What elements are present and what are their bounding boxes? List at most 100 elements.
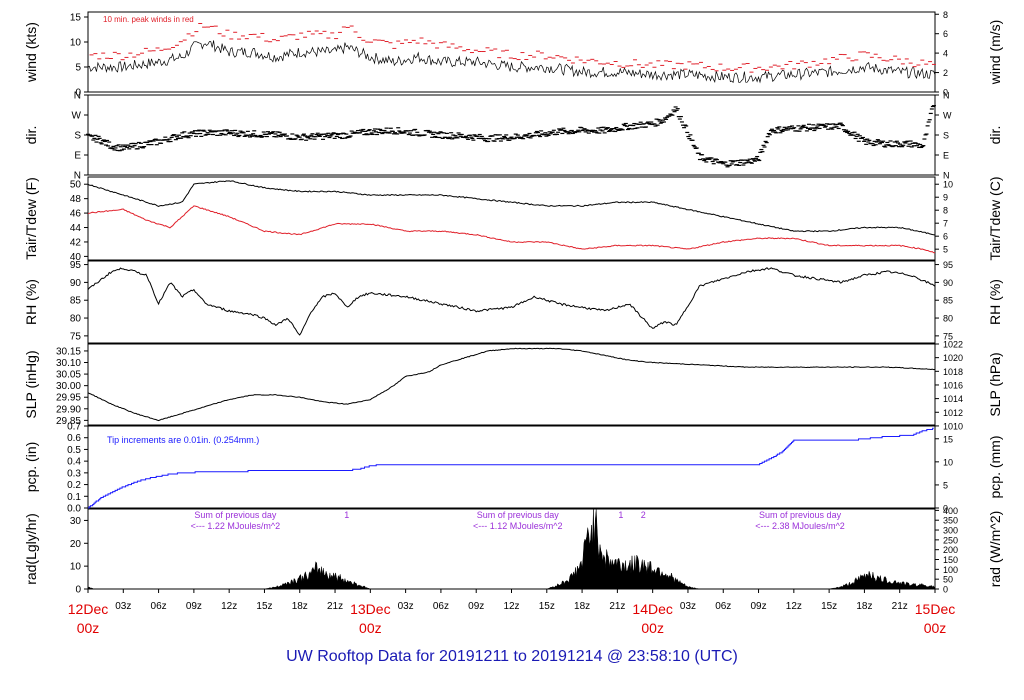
ytick-label-pcp: 0.2	[67, 480, 81, 491]
ytick-label-rh: 75	[70, 331, 82, 342]
xtick-label: 21z	[327, 601, 343, 612]
annotation-wind: 10 min. peak winds in red	[103, 15, 194, 24]
series-line-SLP	[87, 347, 936, 422]
ytick-label-pcp: 0.6	[67, 433, 81, 444]
xtick-label: 12z	[503, 601, 519, 612]
day-note-line2: <--- 1.22 MJoules/m^2	[191, 521, 281, 531]
y2tick-label-wind: 2	[943, 68, 948, 78]
day-note-line1: Sum of previous day	[759, 510, 842, 520]
y2tick-label-wind: 6	[943, 29, 948, 39]
series-line-pcp	[88, 427, 934, 509]
xtick-label: 18z	[856, 601, 872, 612]
y2tick-label-temp: 10	[943, 180, 953, 190]
ytick-label-temp: 42	[70, 237, 82, 248]
panel-frame-pcp	[87, 425, 936, 509]
ytick-label-pcp: 0.7	[67, 422, 81, 433]
series-line-wind	[87, 40, 936, 84]
panel-frame-wind	[87, 11, 936, 93]
ytick-label-slp: 29.95	[56, 393, 81, 404]
y2tick-label-pcp: 5	[943, 480, 948, 490]
ytick-label-slp: 29.90	[56, 404, 81, 415]
ytick-label-wind: 10	[70, 38, 82, 49]
day-note-line1: Sum of previous day	[194, 510, 277, 520]
day-note-line2: <--- 2.38 MJoules/m^2	[755, 521, 845, 531]
xtick-label: 21z	[609, 601, 625, 612]
ytick-label-dir: S	[74, 131, 81, 142]
xtick-label: 12z	[786, 601, 802, 612]
y2tick-label-rad: 350	[943, 516, 958, 526]
y2tick-label-wind: 8	[943, 10, 948, 20]
series-line-Tair	[87, 180, 936, 236]
y2tick-label-temp: 5	[943, 245, 948, 255]
y2tick-label-rad: 0	[943, 585, 948, 595]
y2tick-label-dir: W	[943, 111, 952, 121]
ylabel-rh: RH (%)	[23, 279, 39, 325]
ylabel-temp: Tair/Tdew (F)	[23, 177, 39, 259]
y2label-pcp: pcp. (mm)	[987, 436, 1003, 499]
y2tick-label-slp: 1020	[943, 353, 963, 363]
y2tick-label-temp: 9	[943, 193, 948, 203]
ytick-label-pcp: 0.1	[67, 492, 81, 503]
rad-marker: 1	[618, 510, 623, 520]
xtick-label: 06z	[715, 601, 731, 612]
y2tick-label-rh: 95	[943, 260, 953, 270]
ytick-label-dir: N	[74, 91, 81, 102]
ylabel-pcp: pcp. (in)	[23, 442, 39, 493]
ylabel-rad: rad(Lgly/hr)	[23, 513, 39, 585]
ytick-label-slp: 30.10	[56, 358, 81, 369]
annotation-pcp: Tip increments are 0.01in. (0.254mm.)	[107, 435, 259, 445]
xtick-label: 15z	[539, 601, 555, 612]
xtick-date-label: 12Dec	[68, 601, 108, 617]
y2tick-label-dir: N	[943, 171, 950, 181]
ytick-label-temp: 48	[70, 194, 82, 205]
ytick-label-wind: 0	[75, 88, 81, 99]
y2tick-label-slp: 1022	[943, 340, 963, 350]
ytick-label-wind: 15	[70, 13, 82, 24]
rad-marker: 2	[641, 510, 646, 520]
xtick-date-sub: 00z	[924, 620, 947, 636]
y2label-temp: Tair/Tdew (C)	[987, 176, 1003, 260]
xtick-label: 09z	[750, 601, 766, 612]
y2label-rh: RH (%)	[987, 279, 1003, 325]
xtick-label: 03z	[115, 601, 131, 612]
y2tick-label-pcp: 0	[943, 504, 948, 514]
ytick-label-slp: 30.15	[56, 346, 81, 357]
ytick-label-pcp: 0.0	[67, 504, 81, 515]
y2tick-label-wind: 4	[943, 49, 948, 59]
panel-frame-temp	[87, 176, 936, 261]
chart-title: UW Rooftop Data for 20191211 to 20191214…	[286, 648, 738, 665]
xtick-label: 09z	[468, 601, 484, 612]
ytick-label-dir: E	[74, 151, 81, 162]
series-line-Tdew	[87, 205, 936, 254]
y2tick-label-rad: 100	[943, 565, 958, 575]
y2tick-label-dir: N	[943, 91, 950, 101]
xtick-date-sub: 00z	[641, 620, 664, 636]
y2tick-label-rad: 50	[943, 575, 953, 585]
ytick-label-rad: 30	[70, 516, 82, 527]
ylabel-wind: wind (kts)	[23, 22, 39, 83]
xtick-date-sub: 00z	[77, 620, 100, 636]
panel-frame-dir	[87, 94, 936, 176]
ytick-label-slp: 30.05	[56, 370, 81, 381]
y2label-dir: dir.	[987, 126, 1003, 145]
y2tick-label-rad: 400	[943, 506, 958, 516]
xtick-label: 18z	[292, 601, 308, 612]
xtick-label: 03z	[398, 601, 414, 612]
y2tick-label-slp: 1018	[943, 367, 963, 377]
xtick-label: 15z	[256, 601, 272, 612]
xtick-label: 15z	[821, 601, 837, 612]
ytick-label-pcp: 0.3	[67, 468, 81, 479]
xtick-label: 03z	[680, 601, 696, 612]
y2tick-label-rad: 200	[943, 545, 958, 555]
xtick-date-label: 14Dec	[632, 601, 672, 617]
panel-frame-rh	[87, 260, 936, 344]
ytick-label-slp: 29.85	[56, 416, 81, 427]
y2tick-label-rh: 85	[943, 296, 953, 306]
ytick-label-temp: 40	[70, 252, 82, 263]
ytick-label-dir: N	[74, 171, 81, 182]
xtick-label: 06z	[151, 601, 167, 612]
day-note-line1: Sum of previous day	[477, 510, 560, 520]
y2tick-label-wind: 0	[943, 88, 948, 98]
y2tick-label-temp: 7	[943, 219, 948, 229]
